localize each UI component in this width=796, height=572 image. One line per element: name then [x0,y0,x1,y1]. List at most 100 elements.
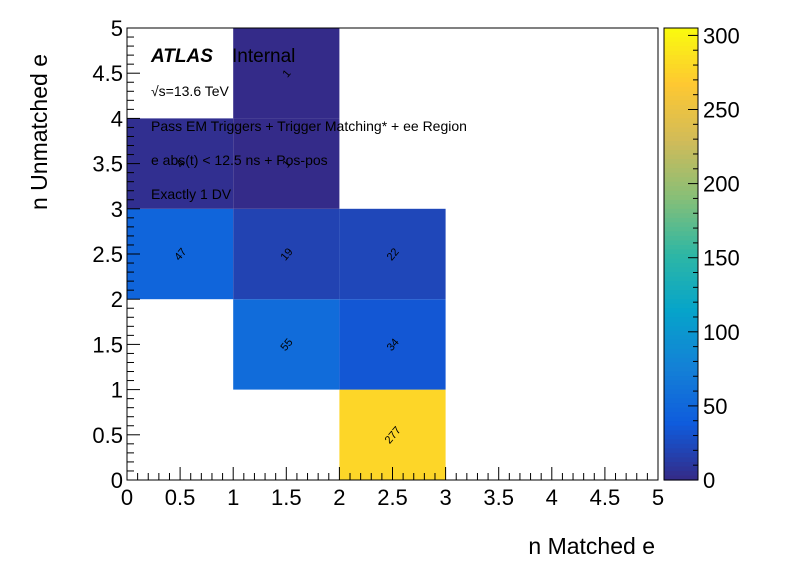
y-tick-label: 1 [111,378,123,403]
x-tick-label: 1 [227,485,239,510]
colorbar-segment [664,235,698,242]
colorbar-segment [664,150,698,156]
colorbar-segment [664,308,698,314]
heatmap-cell [339,299,446,390]
colorbar-segment [664,181,698,187]
y-tick-label: 3 [111,197,123,222]
colorbar-segment [664,204,698,210]
colorbar-segment [664,412,698,418]
y-tick-label: 0.5 [92,423,123,448]
colorbar-segment [664,37,698,43]
colorbar-segment [664,403,698,409]
colorbar-segment [664,348,698,355]
colorbar-segment [664,294,698,300]
colorbar-segment [664,199,698,205]
colorbar-segment [664,326,698,332]
colorbar-segment [664,77,698,83]
colorbar-tick-label: 100 [703,320,740,345]
selection-line-2: e abs(t) < 12.5 ns + Pos-pos [151,152,328,168]
colorbar-segment [664,231,698,237]
colorbar-segment [664,172,698,178]
x-axis: 0 0.5 1 1.5 2 2.5 3 3.5 4 4.5 5 [121,467,664,510]
colorbar-segment [664,330,698,336]
x-tick-label: 5 [652,485,664,510]
colorbar-segment [664,226,698,232]
y-tick-label: 3.5 [92,152,123,177]
colorbar-segment [664,303,698,309]
x-tick-label: 0.5 [165,485,196,510]
colorbar-segment [664,190,698,196]
colorbar-segment [664,263,698,269]
heatmap-cell [233,118,340,209]
colorbar-segment [664,376,698,382]
annotation-block: ATLAS Internal √s=13.6 TeV Pass EM Trigg… [150,46,467,202]
colorbar-segment [664,55,698,61]
colorbar-segment [664,470,698,477]
colorbar-segment [664,217,698,223]
colorbar-segment [664,254,698,260]
selection-line-3: Exactly 1 DV [151,186,232,202]
colorbar-segment [664,163,698,169]
colorbar-segment [664,46,698,52]
colorbar-segment [664,267,698,273]
colorbar-segment [664,371,698,377]
colorbar-segment [664,452,698,458]
colorbar-segment [664,443,698,449]
colorbar-segment [664,127,698,133]
colorbar-segment [664,100,698,106]
y-tick-label: 5 [111,16,123,41]
colorbar-segment [664,353,698,359]
colorbar-segment [664,385,698,391]
colorbar-segment [664,407,698,413]
y-tick-label: 2 [111,287,123,312]
colorbar-segment [664,290,698,296]
heatmap-cells [127,28,446,480]
colorbar-segment [664,281,698,287]
colorbar-segment [664,28,698,34]
y-tick-label: 4.5 [92,61,123,86]
colorbar-segment [664,177,698,183]
y-tick-label: 2.5 [92,242,123,267]
colorbar-segment [664,475,698,481]
energy-label: √s=13.6 TeV [151,83,230,99]
colorbar-segment [664,285,698,291]
colorbar-segment [664,457,698,463]
colorbar-segment [664,145,698,151]
x-tick-label: 0 [121,485,133,510]
colorbar-segment [664,380,698,386]
y-axis: 0 0.5 1 1.5 2 2.5 3 3.5 4 4.5 5 [92,16,140,493]
colorbar-tick-label: 50 [703,394,727,419]
heatmap-cell [127,208,234,300]
colorbar-segment [664,64,698,70]
colorbar-segment [664,299,698,305]
colorbar-segment [664,312,698,318]
heatmap-cell [233,28,340,119]
selection-line-1: Pass EM Triggers + Trigger Matching* + e… [151,118,467,134]
colorbar-segment [664,335,698,341]
colorbar-segment [664,68,698,74]
colorbar-segment [664,244,698,251]
heatmap-cell [233,208,340,300]
colorbar-segment [664,448,698,454]
atlas-status: Internal [232,46,295,67]
heatmap-cell [233,299,340,390]
colorbar-segment [664,344,698,350]
colorbar-segment [664,367,698,373]
colorbar-segment [664,439,698,445]
colorbar-segment [664,195,698,201]
y-axis-title: n Unmatched e [26,54,52,210]
colorbar-tick-label: 300 [703,23,740,48]
colorbar-segment [664,109,698,115]
x-tick-label: 3.5 [483,485,514,510]
x-tick-label: 4.5 [590,485,621,510]
colorbar-segment [664,141,698,147]
colorbar-tick-label: 150 [703,246,740,271]
colorbar-segment [664,317,698,323]
x-tick-label: 3 [439,485,451,510]
colorbar-segment [664,362,698,368]
colorbar-segment [664,32,698,38]
colorbar-segment [664,122,698,129]
colorbar-segment [664,416,698,422]
colorbar: 0 50 100 150 200 250 300 [663,23,740,493]
